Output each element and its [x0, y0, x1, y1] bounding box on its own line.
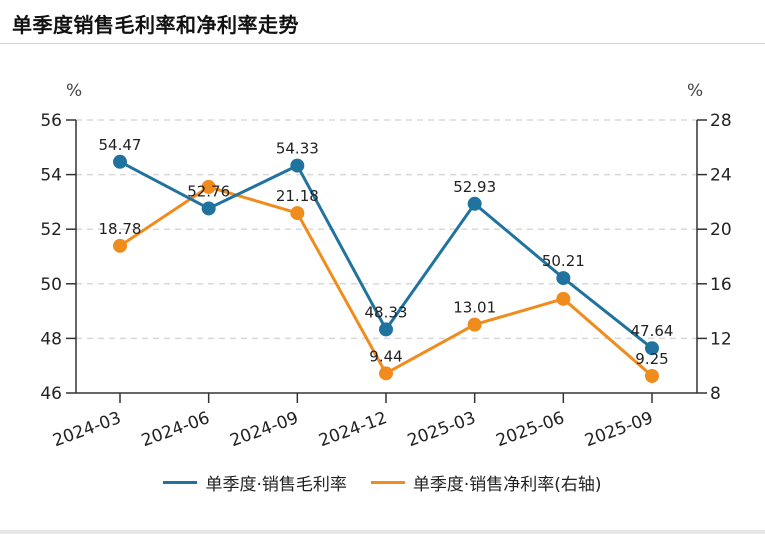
y-right-unit: % — [687, 81, 703, 101]
legend-swatch-gross — [163, 481, 198, 484]
data-point — [201, 179, 216, 194]
x-tick-label: 2024-03 — [50, 408, 124, 451]
axes: 46 48 50 52 54 56 8 12 16 20 24 28 2024-03 2024-06 202… — [40, 111, 731, 451]
legend-label-gross: 单季度·销售毛利率 — [205, 475, 347, 495]
data-labels: 54.47 52.76 54.33 48.33 52.93 50.21 47.64 18.78… — [99, 136, 674, 368]
data-label: 9.25 — [635, 350, 668, 368]
data-label: 52.76 — [187, 182, 230, 200]
legend-label-net: 单季度·销售净利率(右轴) — [412, 475, 602, 495]
y-right-tick-label: 16 — [710, 275, 732, 295]
data-label: 54.47 — [99, 136, 142, 154]
data-point — [556, 271, 571, 286]
data-label: 54.33 — [276, 140, 319, 158]
legend: 单季度·销售毛利率 单季度·销售净利率(右轴) — [0, 470, 765, 495]
x-tick-label: 2024-12 — [316, 408, 390, 451]
data-point — [379, 366, 393, 381]
y-right-tick-label: 12 — [710, 329, 732, 349]
data-label: 21.18 — [276, 187, 319, 205]
data-point — [467, 317, 482, 332]
y-left-tick-label: 52 — [40, 220, 62, 240]
data-point — [113, 238, 127, 253]
y-right-tick-label: 24 — [710, 166, 732, 186]
y-left-tick-label: 56 — [40, 111, 62, 131]
chart-title: 单季度销售毛利率和净利率走势 — [12, 13, 299, 37]
data-label: 50.21 — [542, 252, 585, 270]
data-label: 13.01 — [453, 299, 496, 317]
x-tick-label: 2024-06 — [139, 408, 213, 451]
series-group — [113, 154, 659, 383]
bottom-border — [0, 530, 765, 534]
y-right-tick-label: 8 — [710, 384, 721, 404]
legend-item-net-margin[interactable]: 单季度·销售净利率(右轴) — [370, 470, 602, 495]
data-label: 48.33 — [365, 303, 408, 321]
x-tick-label: 2024-09 — [228, 408, 302, 451]
y-right-tick-label: 20 — [710, 220, 732, 240]
x-tick-label: 2025-03 — [405, 408, 479, 451]
data-point — [556, 291, 571, 306]
gridlines — [76, 119, 697, 340]
data-point — [113, 154, 127, 169]
title-divider — [0, 43, 765, 44]
data-label: 47.64 — [631, 322, 674, 340]
legend-item-gross-margin[interactable]: 单季度·销售毛利率 — [163, 470, 347, 495]
y-left-tick-label: 50 — [40, 275, 62, 295]
data-point — [645, 368, 659, 383]
data-label: 9.44 — [369, 347, 402, 365]
data-label: 18.78 — [99, 220, 142, 238]
data-point — [467, 196, 482, 211]
y-right-tick-label: 28 — [710, 111, 732, 131]
data-point — [379, 322, 393, 337]
x-tick-label: 2025-09 — [582, 408, 656, 451]
data-point — [290, 206, 305, 221]
x-tick-label: 2025-06 — [494, 408, 568, 451]
data-label: 52.93 — [453, 178, 496, 196]
y-left-tick-label: 46 — [40, 384, 62, 404]
y-left-tick-label: 54 — [40, 166, 62, 186]
data-point — [201, 201, 216, 216]
legend-swatch-net — [370, 481, 405, 484]
y-left-unit: % — [66, 81, 82, 101]
data-point — [645, 341, 659, 356]
y-left-tick-label: 48 — [40, 329, 62, 349]
data-point — [290, 158, 305, 173]
